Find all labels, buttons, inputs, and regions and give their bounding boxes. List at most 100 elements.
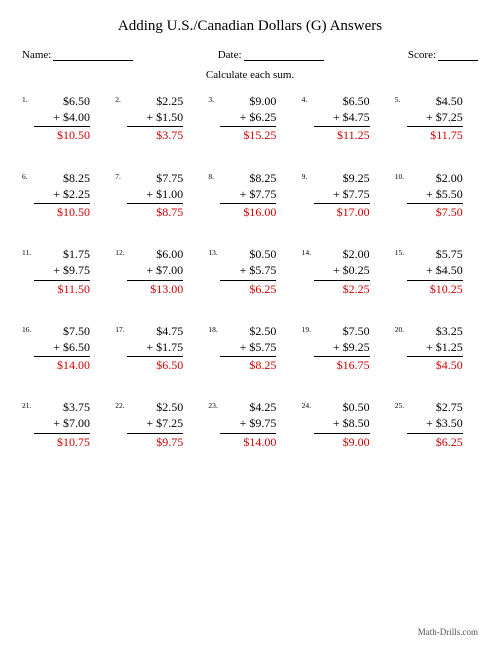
problem-number: 2. bbox=[115, 93, 127, 104]
problem: 8.$8.25+ $7.75$16.00 bbox=[208, 170, 291, 221]
addend-top: $2.75 bbox=[407, 399, 463, 415]
date-blank bbox=[244, 49, 324, 61]
answer: $11.25 bbox=[314, 127, 370, 143]
addend-top: $9.00 bbox=[220, 93, 276, 109]
addend-bottom: + $9.75 bbox=[34, 262, 90, 280]
problem-stack: $2.25+ $1.50$3.75 bbox=[127, 93, 183, 144]
addend-top: $4.50 bbox=[407, 93, 463, 109]
problem-number: 5. bbox=[395, 93, 407, 104]
problem: 10.$2.00+ $5.50$7.50 bbox=[395, 170, 478, 221]
addend-top: $6.50 bbox=[34, 93, 90, 109]
problem: 19.$7.50+ $9.25$16.75 bbox=[302, 323, 385, 374]
name-field: Name: bbox=[22, 49, 133, 61]
addend-top: $8.25 bbox=[34, 170, 90, 186]
problem-stack: $6.50+ $4.00$10.50 bbox=[34, 93, 90, 144]
footer-text: Math-Drills.com bbox=[418, 627, 478, 637]
problem-number: 7. bbox=[115, 170, 127, 181]
page-title: Adding U.S./Canadian Dollars (G) Answers bbox=[22, 18, 478, 35]
problem-stack: $7.50+ $9.25$16.75 bbox=[314, 323, 370, 374]
problem-stack: $7.50+ $6.50$14.00 bbox=[34, 323, 90, 374]
problem-number: 9. bbox=[302, 170, 314, 181]
problem-number: 20. bbox=[395, 323, 407, 334]
addend-bottom: + $5.75 bbox=[220, 262, 276, 280]
problem-stack: $1.75+ $9.75$11.50 bbox=[34, 246, 90, 297]
problem-stack: $2.00+ $5.50$7.50 bbox=[407, 170, 463, 221]
problem: 4.$6.50+ $4.75$11.25 bbox=[302, 93, 385, 144]
addend-top: $9.25 bbox=[314, 170, 370, 186]
answer: $8.25 bbox=[220, 357, 276, 373]
addend-bottom: + $6.50 bbox=[34, 339, 90, 357]
problem-number: 10. bbox=[395, 170, 407, 181]
problem-number: 8. bbox=[208, 170, 220, 181]
problem: 15.$5.75+ $4.50$10.25 bbox=[395, 246, 478, 297]
problem-stack: $2.50+ $5.75$8.25 bbox=[220, 323, 276, 374]
addend-top: $7.75 bbox=[127, 170, 183, 186]
problem-number: 23. bbox=[208, 399, 220, 410]
addend-top: $0.50 bbox=[220, 246, 276, 262]
header-row: Name: Date: Score: bbox=[22, 49, 478, 61]
problem: 20.$3.25+ $1.25$4.50 bbox=[395, 323, 478, 374]
answer: $11.75 bbox=[407, 127, 463, 143]
addend-bottom: + $7.25 bbox=[407, 109, 463, 127]
problem-number: 18. bbox=[208, 323, 220, 334]
problem-stack: $2.75+ $3.50$6.25 bbox=[407, 399, 463, 450]
answer: $6.25 bbox=[407, 434, 463, 450]
score-field: Score: bbox=[408, 49, 478, 61]
problem: 25.$2.75+ $3.50$6.25 bbox=[395, 399, 478, 450]
answer: $11.50 bbox=[34, 281, 90, 297]
answer: $10.75 bbox=[34, 434, 90, 450]
problem-number: 11. bbox=[22, 246, 34, 257]
instruction-text: Calculate each sum. bbox=[22, 69, 478, 81]
answer: $10.50 bbox=[34, 127, 90, 143]
problem-stack: $6.00+ $7.00$13.00 bbox=[127, 246, 183, 297]
addend-bottom: + $7.75 bbox=[220, 186, 276, 204]
answer: $7.50 bbox=[407, 204, 463, 220]
addend-top: $2.50 bbox=[220, 323, 276, 339]
addend-top: $0.50 bbox=[314, 399, 370, 415]
problem-stack: $5.75+ $4.50$10.25 bbox=[407, 246, 463, 297]
problem: 14.$2.00+ $0.25$2.25 bbox=[302, 246, 385, 297]
problem: 5.$4.50+ $7.25$11.75 bbox=[395, 93, 478, 144]
addend-bottom: + $7.00 bbox=[34, 415, 90, 433]
problem-stack: $4.75+ $1.75$6.50 bbox=[127, 323, 183, 374]
problem-stack: $4.25+ $9.75$14.00 bbox=[220, 399, 276, 450]
addend-bottom: + $1.25 bbox=[407, 339, 463, 357]
problem: 24.$0.50+ $8.50$9.00 bbox=[302, 399, 385, 450]
answer: $15.25 bbox=[220, 127, 276, 143]
problem-number: 22. bbox=[115, 399, 127, 410]
date-label: Date: bbox=[218, 49, 242, 61]
problem-number: 19. bbox=[302, 323, 314, 334]
problem-number: 25. bbox=[395, 399, 407, 410]
problem: 21.$3.75+ $7.00$10.75 bbox=[22, 399, 105, 450]
addend-top: $1.75 bbox=[34, 246, 90, 262]
problem-number: 15. bbox=[395, 246, 407, 257]
problem-stack: $2.50+ $7.25$9.75 bbox=[127, 399, 183, 450]
problem-stack: $0.50+ $5.75$6.25 bbox=[220, 246, 276, 297]
problem-number: 13. bbox=[208, 246, 220, 257]
answer: $17.00 bbox=[314, 204, 370, 220]
addend-top: $2.00 bbox=[314, 246, 370, 262]
addend-top: $6.00 bbox=[127, 246, 183, 262]
answer: $14.00 bbox=[34, 357, 90, 373]
answer: $6.25 bbox=[220, 281, 276, 297]
problem: 6.$8.25+ $2.25$10.50 bbox=[22, 170, 105, 221]
addend-bottom: + $5.50 bbox=[407, 186, 463, 204]
addend-bottom: + $1.50 bbox=[127, 109, 183, 127]
name-blank bbox=[53, 49, 133, 61]
worksheet-page: Adding U.S./Canadian Dollars (G) Answers… bbox=[0, 0, 500, 647]
problem-number: 16. bbox=[22, 323, 34, 334]
addend-bottom: + $4.50 bbox=[407, 262, 463, 280]
addend-top: $7.50 bbox=[314, 323, 370, 339]
addend-bottom: + $8.50 bbox=[314, 415, 370, 433]
addend-bottom: + $1.75 bbox=[127, 339, 183, 357]
problem-stack: $3.25+ $1.25$4.50 bbox=[407, 323, 463, 374]
name-label: Name: bbox=[22, 49, 51, 61]
addend-bottom: + $4.00 bbox=[34, 109, 90, 127]
problem-stack: $9.25+ $7.75$17.00 bbox=[314, 170, 370, 221]
problem-number: 24. bbox=[302, 399, 314, 410]
problem: 2.$2.25+ $1.50$3.75 bbox=[115, 93, 198, 144]
answer: $9.75 bbox=[127, 434, 183, 450]
answer: $10.25 bbox=[407, 281, 463, 297]
problem-stack: $9.00+ $6.25$15.25 bbox=[220, 93, 276, 144]
addend-bottom: + $7.25 bbox=[127, 415, 183, 433]
